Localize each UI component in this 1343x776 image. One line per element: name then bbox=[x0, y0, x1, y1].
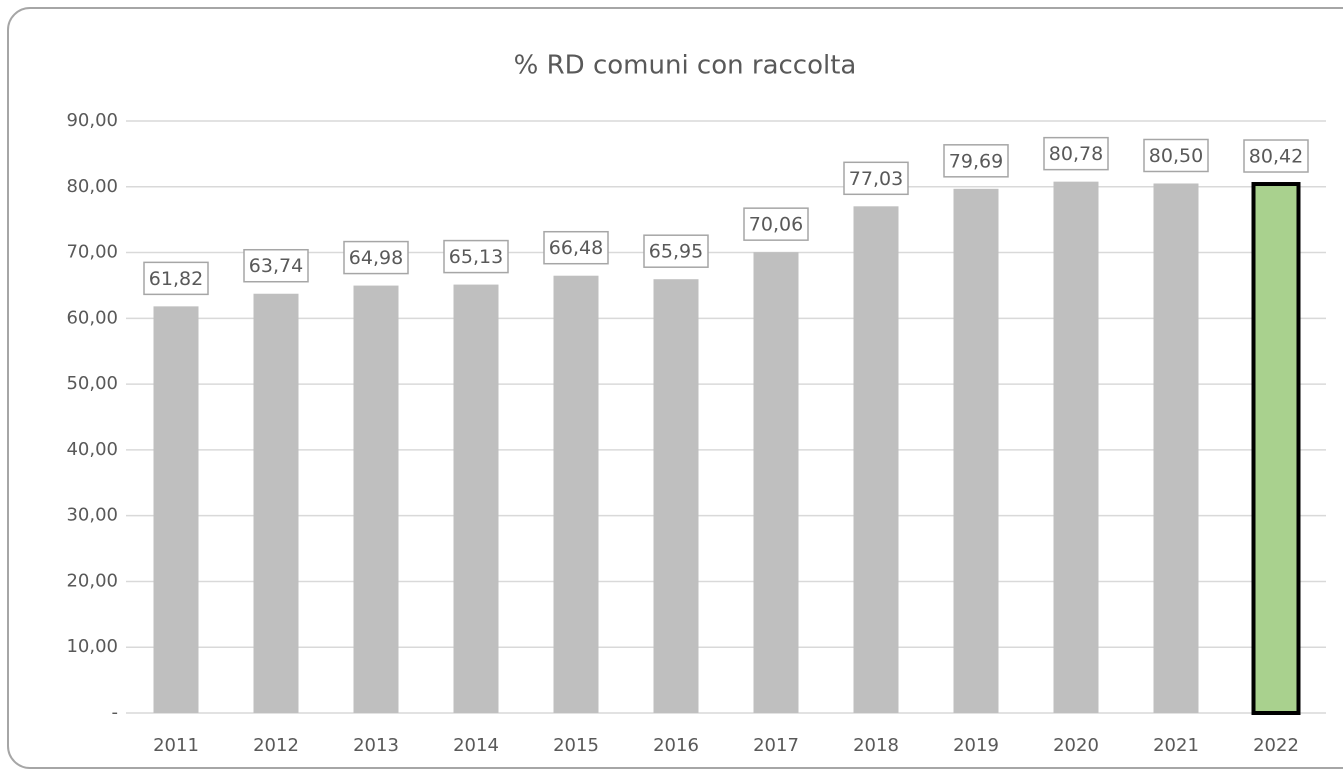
value-label-box bbox=[143, 261, 209, 296]
value-label-box bbox=[1243, 139, 1309, 173]
value-label: 77,03 bbox=[849, 168, 903, 190]
bar bbox=[653, 279, 699, 713]
value-label-box bbox=[1143, 138, 1209, 173]
y-tick-label: 80,00 bbox=[66, 176, 118, 197]
value-label: 65,13 bbox=[449, 246, 503, 268]
bar bbox=[153, 306, 199, 713]
bar bbox=[353, 285, 399, 713]
bar bbox=[753, 252, 799, 713]
x-tick-label: 2012 bbox=[253, 735, 299, 756]
chart-title: % RD comuni con raccolta bbox=[514, 51, 857, 81]
x-tick-label: 2017 bbox=[753, 735, 799, 756]
y-tick-label: 50,00 bbox=[66, 373, 118, 394]
value-label: 79,69 bbox=[949, 150, 1003, 172]
value-label-box bbox=[743, 207, 809, 241]
value-label-box bbox=[343, 240, 409, 275]
bar bbox=[453, 284, 499, 713]
x-tick-label: 2019 bbox=[953, 735, 999, 756]
y-tick-label: - bbox=[112, 702, 119, 723]
x-tick-label: 2011 bbox=[153, 735, 199, 756]
bar bbox=[1153, 183, 1199, 713]
value-label: 66,48 bbox=[549, 237, 603, 259]
bar bbox=[553, 275, 599, 713]
y-tick-label: 70,00 bbox=[66, 242, 118, 263]
value-label-box bbox=[843, 161, 909, 196]
value-label-box bbox=[543, 230, 609, 265]
x-tick-label: 2013 bbox=[353, 735, 399, 756]
value-label: 65,95 bbox=[649, 241, 703, 263]
x-tick-label: 2022 bbox=[1253, 735, 1299, 756]
bar bbox=[953, 188, 999, 713]
value-label: 80,50 bbox=[1149, 145, 1203, 167]
value-label: 80,42 bbox=[1249, 146, 1303, 168]
x-tick-label: 2016 bbox=[653, 735, 699, 756]
bar bbox=[853, 206, 899, 713]
value-label-box bbox=[943, 144, 1009, 178]
x-tick-label: 2014 bbox=[453, 735, 499, 756]
value-label-box bbox=[1043, 136, 1109, 171]
x-tick-label: 2020 bbox=[1053, 735, 1099, 756]
bar bbox=[253, 293, 299, 713]
value-label: 61,82 bbox=[149, 268, 203, 290]
x-tick-label: 2018 bbox=[853, 735, 899, 756]
value-label: 64,98 bbox=[349, 247, 403, 269]
x-tick-label: 2015 bbox=[553, 735, 599, 756]
y-tick-label: 10,00 bbox=[66, 636, 118, 657]
x-tick-label: 2021 bbox=[1153, 735, 1199, 756]
bar bbox=[1053, 181, 1099, 714]
y-tick-label: 40,00 bbox=[66, 439, 118, 460]
value-label-box bbox=[443, 239, 509, 274]
y-tick-label: 90,00 bbox=[66, 110, 118, 131]
value-label-box bbox=[243, 248, 309, 283]
value-label: 70,06 bbox=[749, 214, 803, 236]
y-tick-label: 60,00 bbox=[66, 307, 118, 328]
y-tick-label: 30,00 bbox=[66, 505, 118, 526]
value-label-box bbox=[643, 234, 709, 268]
y-tick-label: 20,00 bbox=[66, 570, 118, 591]
bar bbox=[1251, 182, 1301, 715]
value-label: 63,74 bbox=[249, 255, 303, 277]
value-label: 80,78 bbox=[1049, 143, 1103, 165]
